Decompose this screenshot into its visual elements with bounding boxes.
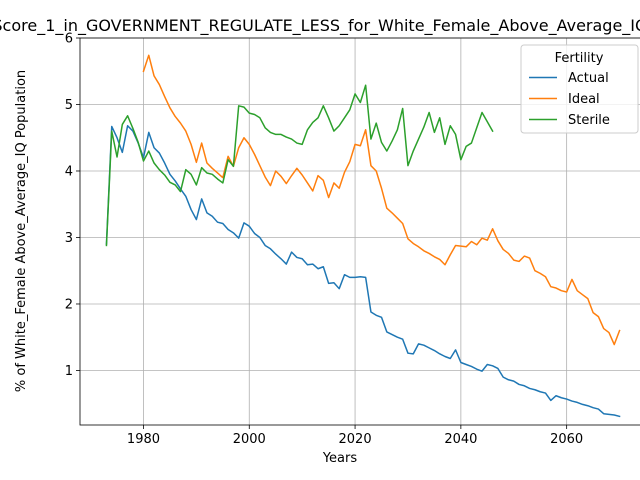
series-line-ideal bbox=[142, 54, 621, 346]
x-tick-label: 1980 bbox=[127, 432, 160, 447]
chart-title: Score_1_in_GOVERNMENT_REGULATE_LESS_for_… bbox=[0, 16, 640, 36]
y-axis-ticks: 1 2 3 4 5 6 bbox=[65, 32, 80, 379]
y-tick-label: 4 bbox=[65, 164, 73, 179]
x-tick-label: 2060 bbox=[550, 432, 583, 447]
y-tick-label: 3 bbox=[65, 231, 73, 246]
y-tick-label: 2 bbox=[65, 297, 73, 312]
legend-title: Fertility bbox=[555, 51, 604, 66]
legend-label-ideal: Ideal bbox=[568, 92, 600, 107]
y-tick-label: 6 bbox=[65, 32, 73, 47]
y-tick-label: 1 bbox=[65, 364, 73, 379]
y-tick-label: 5 bbox=[65, 98, 73, 113]
x-axis-label: Years bbox=[322, 451, 358, 466]
legend-label-sterile: Sterile bbox=[568, 113, 610, 128]
legend: Fertility Actual Ideal Sterile bbox=[520, 44, 639, 134]
plot-frame bbox=[79, 37, 640, 426]
series-lines bbox=[105, 54, 621, 418]
series-line-actual bbox=[105, 125, 621, 418]
x-tick-label: 2040 bbox=[444, 432, 477, 447]
legend-box bbox=[520, 44, 639, 134]
legend-label-actual: Actual bbox=[568, 71, 609, 86]
x-tick-label: 2000 bbox=[233, 432, 266, 447]
legend-items: Actual Ideal Sterile bbox=[529, 71, 610, 128]
x-tick-label: 2020 bbox=[339, 432, 372, 447]
x-axis-ticks: 1980 2000 2020 2040 2060 bbox=[127, 425, 583, 447]
y-axis-label: % of White_Female Above_Average_IQ Popul… bbox=[14, 70, 29, 392]
series-line-sterile bbox=[105, 84, 494, 247]
